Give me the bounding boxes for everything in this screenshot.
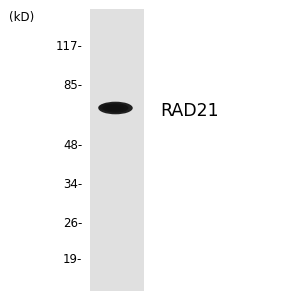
- Ellipse shape: [107, 105, 124, 111]
- Text: (kD): (kD): [9, 11, 34, 23]
- Ellipse shape: [98, 103, 116, 111]
- Text: 117-: 117-: [56, 40, 82, 53]
- Text: 48-: 48-: [63, 139, 82, 152]
- Ellipse shape: [103, 103, 128, 113]
- Text: RAD21: RAD21: [160, 102, 219, 120]
- Text: 19-: 19-: [63, 253, 83, 266]
- Text: 26-: 26-: [63, 217, 83, 230]
- Bar: [90, 9, 144, 291]
- Ellipse shape: [110, 106, 121, 110]
- Text: 34-: 34-: [63, 178, 82, 191]
- Text: 85-: 85-: [63, 79, 82, 92]
- Ellipse shape: [98, 102, 133, 114]
